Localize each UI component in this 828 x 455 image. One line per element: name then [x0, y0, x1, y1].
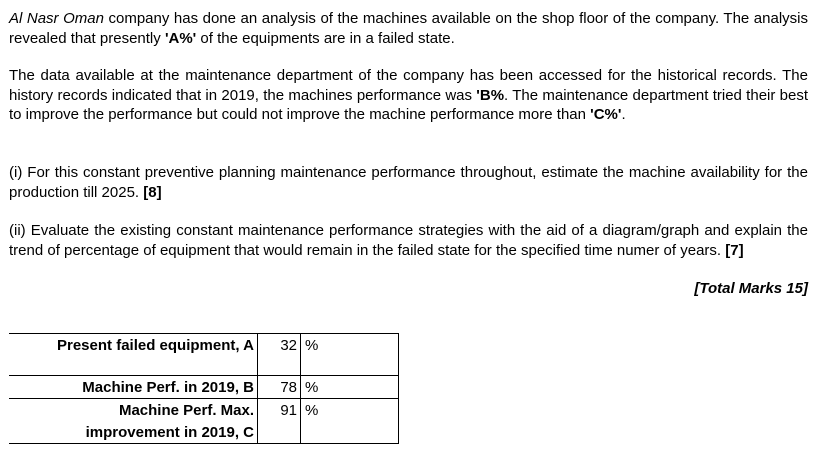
intro-text-1: company has done an analysis of the mach… — [9, 10, 808, 47]
table-row-b: Machine Perf. in 2019, B 78 % — [9, 375, 399, 399]
history-text-3: . — [621, 106, 626, 123]
label-max-perf-line1: Machine Perf. Max. — [9, 398, 258, 421]
unit-failed-equipment: % — [300, 333, 399, 356]
variable-b: 'B% — [476, 86, 505, 104]
value-failed-equipment: 32 — [257, 333, 301, 356]
total-marks: [Total Marks 15] — [694, 280, 808, 297]
question-1-marks: [8] — [143, 183, 162, 201]
question-2: (ii) Evaluate the existing constant main… — [9, 221, 808, 260]
company-name: Al Nasr Oman — [9, 10, 104, 27]
label-perf-2019: Machine Perf. in 2019, B — [9, 375, 258, 399]
table-row-spacer — [9, 356, 399, 376]
variable-c: 'C%' — [590, 106, 622, 123]
question-1: (i) For this constant preventive plannin… — [9, 163, 808, 202]
intro-paragraph: Al Nasr Oman company has done an analysi… — [9, 9, 808, 48]
value-max-perf: 91 — [257, 398, 301, 421]
label-failed-equipment: Present failed equipment, A — [9, 333, 258, 356]
unit-perf-2019: % — [300, 375, 399, 399]
table-row-a: Present failed equipment, A 32 % — [9, 333, 399, 356]
label-max-perf-line2: improvement in 2019, C — [9, 421, 258, 444]
data-table: Present failed equipment, A 32 % Machine… — [9, 333, 399, 444]
question-2-text: (ii) Evaluate the existing constant main… — [9, 222, 808, 259]
table-row-c-continued: improvement in 2019, C — [9, 421, 399, 444]
table-row-c: Machine Perf. Max. 91 % — [9, 398, 399, 421]
intro-text-2: of the equipments are in a failed state. — [196, 29, 455, 47]
unit-max-perf: % — [300, 398, 399, 421]
history-text-1: The data available at the maintenance de… — [9, 67, 808, 104]
variable-a: 'A%' — [164, 29, 197, 47]
question-1-text: (i) For this constant preventive plannin… — [9, 164, 808, 201]
history-text-2: . The maintenance department tried their… — [9, 86, 809, 124]
value-perf-2019: 78 — [257, 375, 301, 399]
history-paragraph: The data available at the maintenance de… — [9, 66, 808, 125]
question-2-marks: [7] — [725, 241, 744, 259]
